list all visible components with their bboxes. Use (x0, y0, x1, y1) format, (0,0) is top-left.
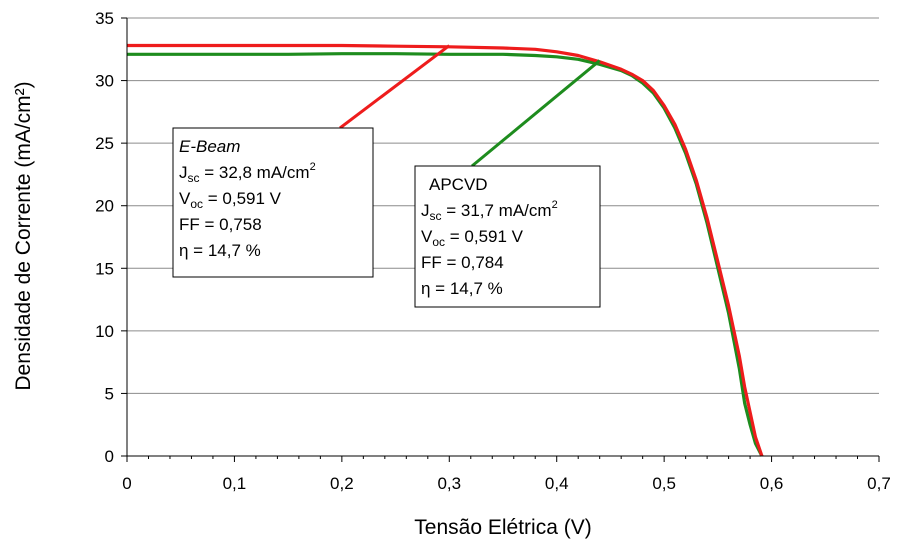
annotation-ff: FF = 0,784 (421, 253, 504, 272)
jsc-subscript: sc (188, 171, 200, 185)
jsc-value: = 31,7 mA/cm (442, 201, 552, 220)
pointer-line-apcvd (472, 61, 600, 166)
y-tick-label: 30 (95, 72, 114, 91)
annotation-eta: η = 14,7 % (421, 279, 503, 298)
jsc-superscript: 2 (552, 199, 558, 211)
y-tick-label: 5 (105, 384, 114, 403)
jsc-value: = 32,8 mA/cm (200, 163, 310, 182)
y-tick-label: 25 (95, 134, 114, 153)
voc-value: = 0,591 V (445, 227, 524, 246)
x-tick-label: 0,3 (437, 474, 461, 493)
y-tick-label: 35 (95, 9, 114, 28)
annotation-ff: FF = 0,758 (179, 215, 262, 234)
y-tick-label: 20 (95, 197, 114, 216)
x-tick-label: 0,6 (760, 474, 784, 493)
jsc-subscript: sc (430, 209, 442, 223)
annotation-pointers (340, 46, 600, 166)
voc-value: = 0,591 V (203, 189, 282, 208)
x-tick-label: 0,2 (330, 474, 354, 493)
voc-symbol: V (179, 189, 191, 208)
annotation-title: APCVD (429, 175, 488, 194)
pointer-line-e-beam (340, 46, 449, 128)
annotation-apcvd: APCVD Jsc = 31,7 mA/cm2 Voc = 0,591 V FF = … (415, 166, 600, 307)
annotation-e-beam: E-Beam Jsc = 32,8 mA/cm2 Voc = 0,591 V FF =… (173, 128, 373, 277)
y-tick-label: 0 (105, 447, 114, 466)
annotation-title: E-Beam (179, 137, 240, 156)
annotation-jsc: Jsc = 32,8 mA/cm2 (179, 161, 316, 185)
y-tick-label: 15 (95, 259, 114, 278)
y-tick-label: 10 (95, 322, 114, 341)
x-tick-label: 0,7 (867, 474, 891, 493)
annotation-eta: η = 14,7 % (179, 241, 261, 260)
annotation-jsc: Jsc = 31,7 mA/cm2 (421, 199, 558, 223)
x-axis-label: Tensão Elétrica (V) (414, 516, 591, 539)
x-tick-label: 0,5 (652, 474, 676, 493)
y-axis-label: Densidade de Corrente (mA/cm²) (12, 81, 35, 390)
x-tick-label: 0 (122, 474, 131, 493)
voc-subscript: oc (190, 197, 203, 211)
x-tick-label: 0,4 (545, 474, 569, 493)
jsc-symbol: J (421, 201, 430, 220)
jsc-symbol: J (179, 163, 188, 182)
jsc-superscript: 2 (310, 161, 316, 173)
voc-subscript: oc (432, 235, 445, 249)
x-tick-label: 0,1 (223, 474, 247, 493)
voc-symbol: V (421, 227, 433, 246)
